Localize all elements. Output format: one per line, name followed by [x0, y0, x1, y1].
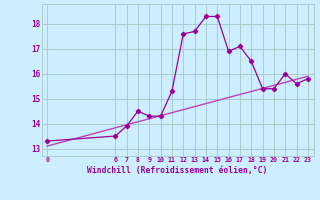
X-axis label: Windchill (Refroidissement éolien,°C): Windchill (Refroidissement éolien,°C) [87, 166, 268, 175]
